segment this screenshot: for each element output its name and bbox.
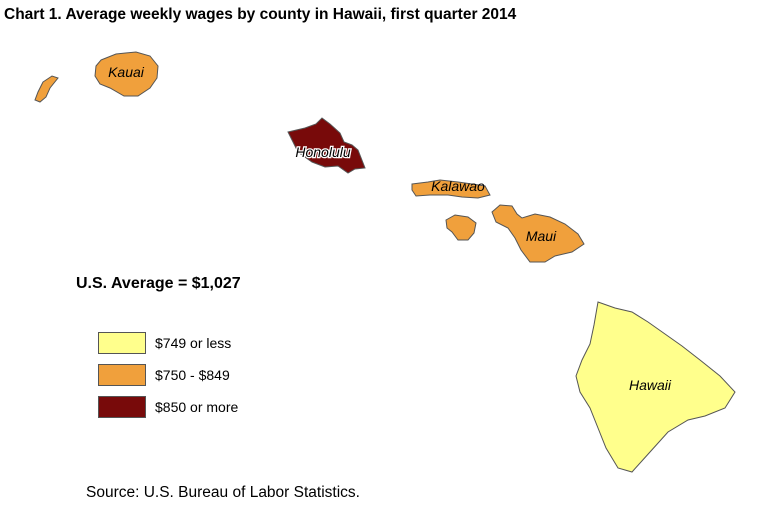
legend-swatch	[98, 332, 146, 354]
hawaii-label: Hawaii	[629, 377, 672, 393]
legend-label: $850 or more	[155, 399, 239, 415]
legend-swatch	[98, 396, 146, 418]
legend-label: $750 - $849	[155, 367, 230, 383]
lanai-island[interactable]	[445, 214, 477, 241]
maui-island[interactable]	[491, 204, 585, 263]
niihau-island[interactable]	[34, 75, 59, 103]
maui-label: Maui	[526, 228, 557, 244]
kalawao-label: Kalawao	[431, 178, 485, 194]
kauai-label: Kauai	[108, 64, 145, 80]
kauai-island[interactable]	[94, 51, 159, 97]
us-average-label: U.S. Average = $1,027	[76, 275, 241, 292]
legend-label: $749 or less	[155, 335, 232, 351]
legend-swatch	[98, 364, 146, 386]
kalawao-island[interactable]	[411, 179, 491, 199]
source-note: Source: U.S. Bureau of Labor Statistics.	[86, 484, 360, 501]
honolulu-label: Honolulu	[295, 144, 350, 160]
chart-title: Chart 1. Average weekly wages by county …	[4, 6, 517, 23]
hawaii-island[interactable]	[575, 301, 736, 473]
honolulu-island[interactable]	[287, 117, 366, 174]
